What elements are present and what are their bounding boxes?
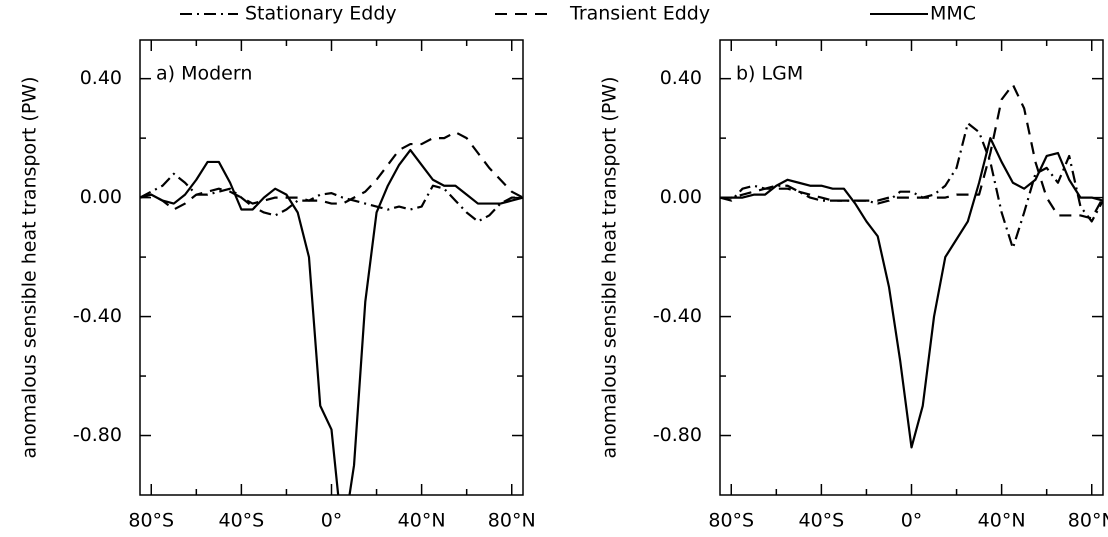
series-line xyxy=(720,83,1103,220)
series-line xyxy=(140,131,523,211)
legend-label: Transient Eddy xyxy=(569,3,710,25)
panel-title: b) LGM xyxy=(736,63,803,85)
x-tick-label: 40°S xyxy=(799,510,845,532)
panel-title: a) Modern xyxy=(156,63,252,85)
x-tick-label: 0° xyxy=(901,510,923,532)
y-tick-label: 0.00 xyxy=(660,186,702,208)
y-tick-label: -0.80 xyxy=(73,424,122,446)
legend-label: Stationary Eddy xyxy=(245,3,397,25)
y-tick-label: 0.00 xyxy=(80,186,122,208)
y-tick-label: -0.40 xyxy=(73,305,122,327)
x-tick-label: 80°S xyxy=(708,510,754,532)
y-tick-label: 0.40 xyxy=(80,67,122,89)
series-line xyxy=(140,148,523,495)
x-tick-label: 80°S xyxy=(128,510,174,532)
x-tick-label: 40°S xyxy=(219,510,265,532)
y-axis-label: anomalous sensible heat transport (PW) xyxy=(19,77,41,459)
x-tick-label: 80°N xyxy=(488,510,536,532)
plot-area xyxy=(720,83,1103,449)
plot-area xyxy=(140,131,523,495)
y-tick-label: -0.40 xyxy=(653,305,702,327)
x-tick-label: 80°N xyxy=(1068,510,1108,532)
x-tick-label: 40°N xyxy=(398,510,446,532)
y-axis-label: anomalous sensible heat transport (PW) xyxy=(599,77,621,459)
legend-label: MMC xyxy=(930,3,976,25)
series-line xyxy=(140,172,523,223)
series-line xyxy=(720,137,1103,449)
y-tick-label: -0.80 xyxy=(653,424,702,446)
plot-frame xyxy=(719,39,1104,496)
plot-frame xyxy=(139,39,524,496)
y-tick-label: 0.40 xyxy=(660,67,702,89)
x-tick-label: 40°N xyxy=(978,510,1026,532)
x-tick-label: 0° xyxy=(321,510,343,532)
